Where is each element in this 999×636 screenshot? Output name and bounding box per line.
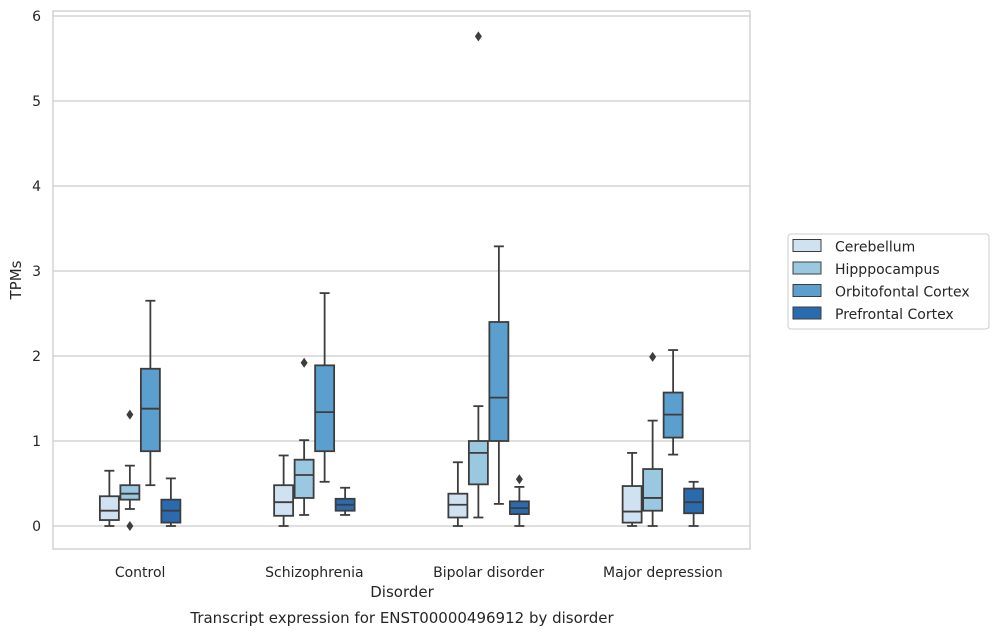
box-group <box>447 461 469 527</box>
y-tick-label: 4 <box>32 179 41 195</box>
x-tick-labels: Control Schizophrenia Bipolar disorder Majo… <box>115 565 723 581</box>
outlier-point <box>649 351 657 362</box>
x-tick-label: Bipolar disorder <box>433 565 544 581</box>
box-group <box>273 454 295 527</box>
box-group <box>293 357 315 516</box>
legend-label: Cerebellum <box>835 240 915 256</box>
x-tick-label: Schizophrenia <box>265 565 363 581</box>
legend-label: Hipppocampus <box>835 262 940 278</box>
legend-swatch <box>792 284 822 297</box>
box-group <box>508 474 530 527</box>
y-tick-label: 5 <box>32 94 41 110</box>
box-group <box>334 486 356 516</box>
outlier-point <box>126 521 134 531</box>
y-tick-labels: 0 1 2 3 4 5 6 <box>32 9 41 535</box>
box <box>119 484 141 501</box>
outlier-point <box>474 31 482 42</box>
box-group <box>119 409 141 531</box>
box <box>683 487 705 515</box>
box <box>642 468 664 512</box>
x-tick-label: Control <box>115 565 166 581</box>
chart-caption: Transcript expression for ENST0000049691… <box>189 609 614 627</box>
box <box>293 458 315 499</box>
legend-label: Orbitofontal Cortex <box>835 285 970 301</box>
box <box>273 484 295 517</box>
legend-frame <box>787 233 990 330</box>
x-axis-label: Disorder <box>370 583 434 601</box>
box <box>621 485 643 524</box>
box-group <box>314 292 336 483</box>
box-group <box>467 31 489 519</box>
box-group <box>139 299 161 487</box>
legend: Cerebellum Hipppocampus Orbitofontal Corte… <box>787 233 990 330</box>
outlier-point <box>126 409 134 420</box>
box-group <box>160 477 182 527</box>
y-tick-label: 6 <box>32 9 41 25</box>
box-group <box>683 480 705 527</box>
y-tick-label: 1 <box>32 434 41 450</box>
box <box>488 321 510 442</box>
plot-marks <box>98 31 705 531</box>
box <box>98 495 120 521</box>
box-group <box>662 349 684 456</box>
box-group <box>488 245 510 505</box>
y-tick-label: 2 <box>32 349 41 365</box>
outlier-point <box>515 474 523 485</box>
legend-swatch <box>792 306 822 320</box>
box <box>139 367 161 453</box>
box-group <box>98 469 120 527</box>
outlier-point <box>300 357 308 368</box>
box <box>314 364 336 453</box>
box <box>467 440 489 486</box>
y-axis-label: TPMs <box>7 260 25 300</box>
legend-swatch <box>792 261 822 275</box>
x-tick-label: Major depression <box>603 565 723 581</box>
y-tick-label: 3 <box>32 264 41 280</box>
legend-swatch <box>792 239 822 252</box>
y-tick-label: 0 <box>32 519 41 535</box>
legend-label: Prefrontal Cortex <box>835 307 954 323</box>
box-group <box>642 351 664 527</box>
box-group <box>621 451 643 527</box>
plot-frame <box>52 10 751 550</box>
